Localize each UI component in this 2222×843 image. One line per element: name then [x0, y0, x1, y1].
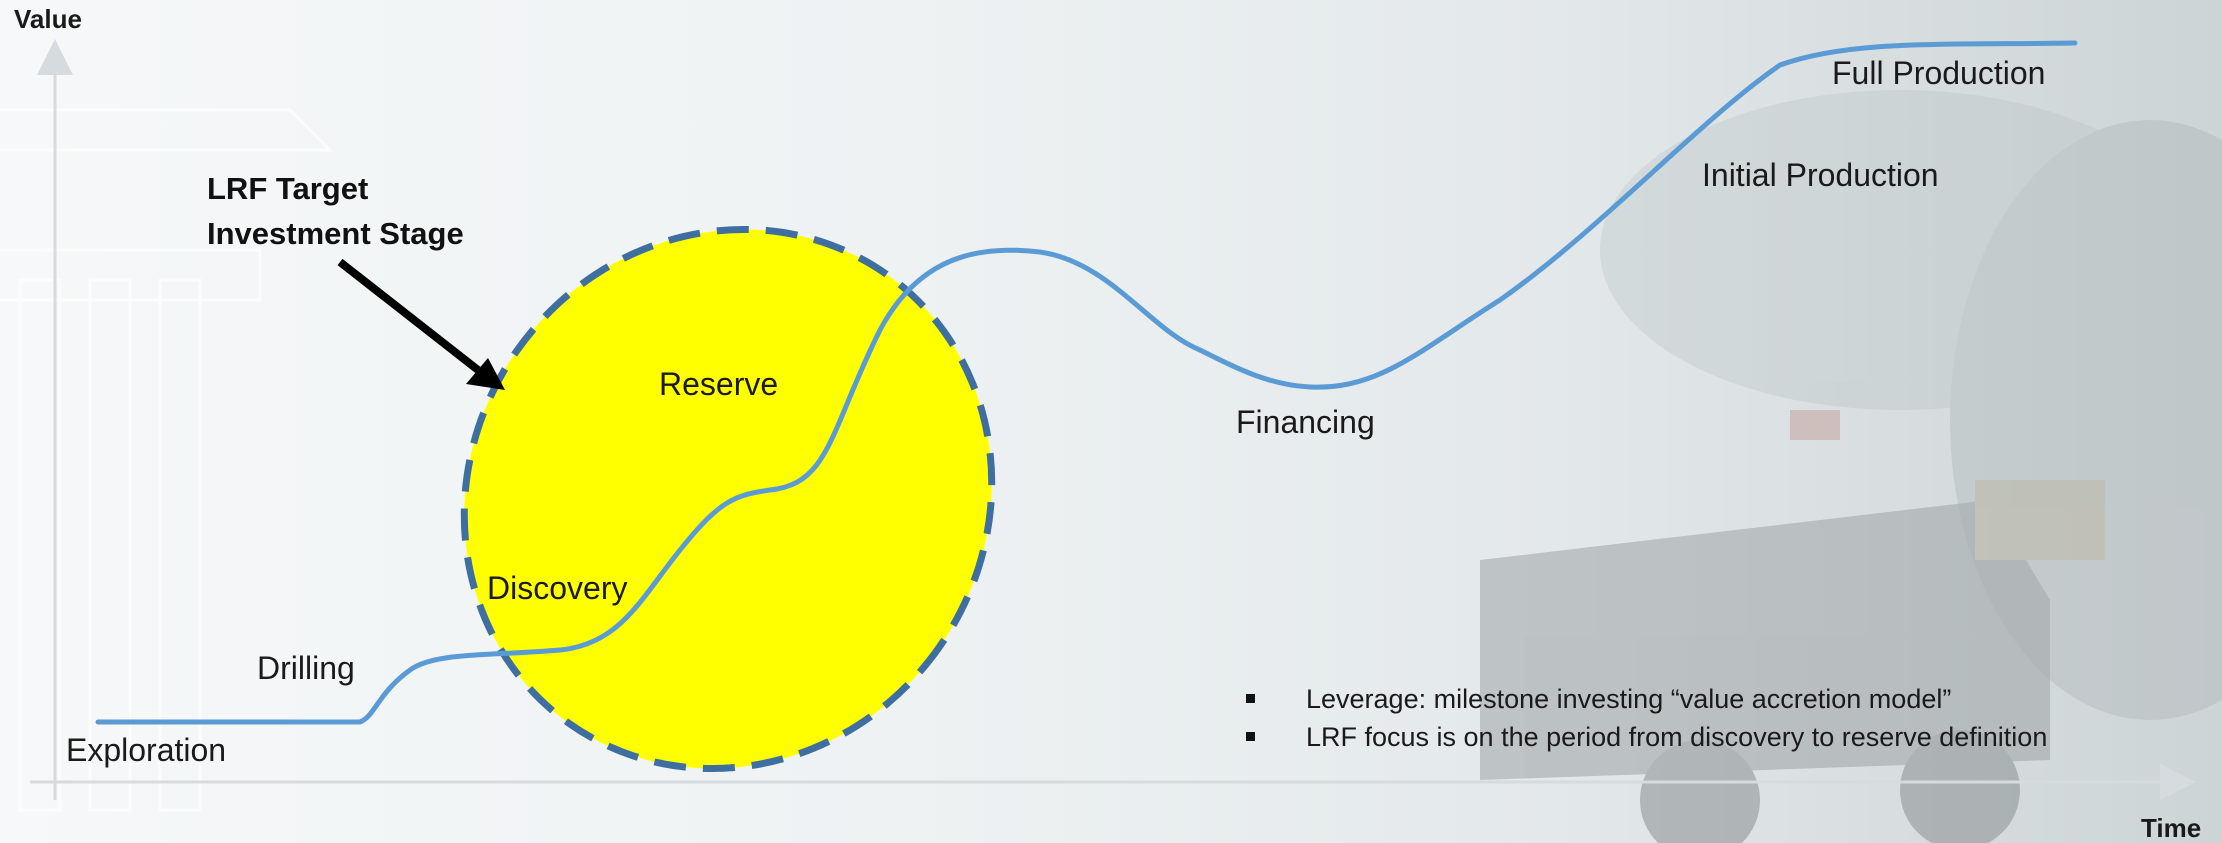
- building-outline: [0, 108, 334, 812]
- quarry-texture: [1600, 90, 2222, 720]
- x-axis-label: Time: [2141, 813, 2202, 843]
- notes-list: Leverage: milestone investing “value acc…: [1246, 680, 2047, 756]
- stage-label-initial-production: Initial Production: [1702, 157, 1939, 193]
- note-text: LRF focus is on the period from discover…: [1306, 722, 2048, 752]
- note-item: LRF focus is on the period from discover…: [1246, 718, 2047, 756]
- stage-label-full-production: Full Production: [1832, 55, 2046, 91]
- callout-line-2: Investment Stage: [207, 216, 464, 251]
- stage-label-financing: Financing: [1236, 404, 1375, 440]
- target-stage-highlight: [460, 225, 996, 773]
- callout-arrowhead: [466, 358, 505, 390]
- callout-arrow-line: [337, 258, 481, 374]
- stage-label-reserve: Reserve: [659, 366, 779, 402]
- note-item: Leverage: milestone investing “value acc…: [1246, 680, 2047, 718]
- bullet-square-icon: [1246, 694, 1255, 703]
- truck-silhouette: [1480, 480, 2105, 843]
- callout-line-1: LRF Target: [207, 171, 369, 206]
- stage-label-discovery: Discovery: [487, 570, 628, 606]
- note-text: Leverage: milestone investing “value acc…: [1306, 684, 1952, 714]
- target-stage-callout: LRF Target Investment Stage: [207, 166, 464, 256]
- bullet-square-icon: [1246, 732, 1255, 741]
- y-axis-label: Value: [14, 4, 82, 34]
- stage-label-drilling: Drilling: [257, 650, 355, 686]
- stage-label-exploration: Exploration: [66, 732, 227, 768]
- value-curve: [95, 40, 2078, 725]
